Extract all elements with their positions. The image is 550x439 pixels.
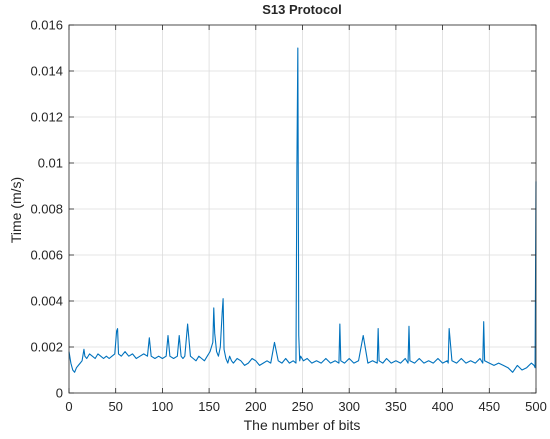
x-tick-label: 300 xyxy=(338,399,360,414)
y-tick-label: 0.016 xyxy=(30,18,63,33)
series-line xyxy=(68,47,537,373)
x-tick-label: 100 xyxy=(152,399,174,414)
series-layer xyxy=(68,47,537,373)
y-tick-label: 0.008 xyxy=(30,202,63,217)
x-tick-label: 350 xyxy=(385,399,407,414)
y-tick-label: 0.004 xyxy=(30,294,63,309)
y-tick-label: 0.002 xyxy=(30,340,63,355)
x-axis-label: The number of bits xyxy=(244,417,361,433)
chart-title: S13 Protocol xyxy=(262,2,341,17)
x-tick-label: 450 xyxy=(478,399,500,414)
x-tick-label: 400 xyxy=(432,399,454,414)
x-tick-label: 500 xyxy=(525,399,547,414)
y-tick-label: 0 xyxy=(56,386,63,401)
y-tick-label: 0.01 xyxy=(38,156,63,171)
x-tick-label: 150 xyxy=(198,399,220,414)
y-tick-label: 0.012 xyxy=(30,110,63,125)
x-tick-label: 50 xyxy=(108,399,122,414)
y-axis-label: Time (m/s) xyxy=(8,177,24,243)
x-tick-label: 0 xyxy=(65,399,72,414)
x-tick-label: 250 xyxy=(292,399,314,414)
y-tick-label: 0.014 xyxy=(30,64,63,79)
ticks: 0 50 100 150 200 250 300 350 400 450 500 0 0.002 0.00… xyxy=(30,18,546,415)
y-tick-label: 0.006 xyxy=(30,248,63,263)
x-tick-label: 200 xyxy=(245,399,267,414)
